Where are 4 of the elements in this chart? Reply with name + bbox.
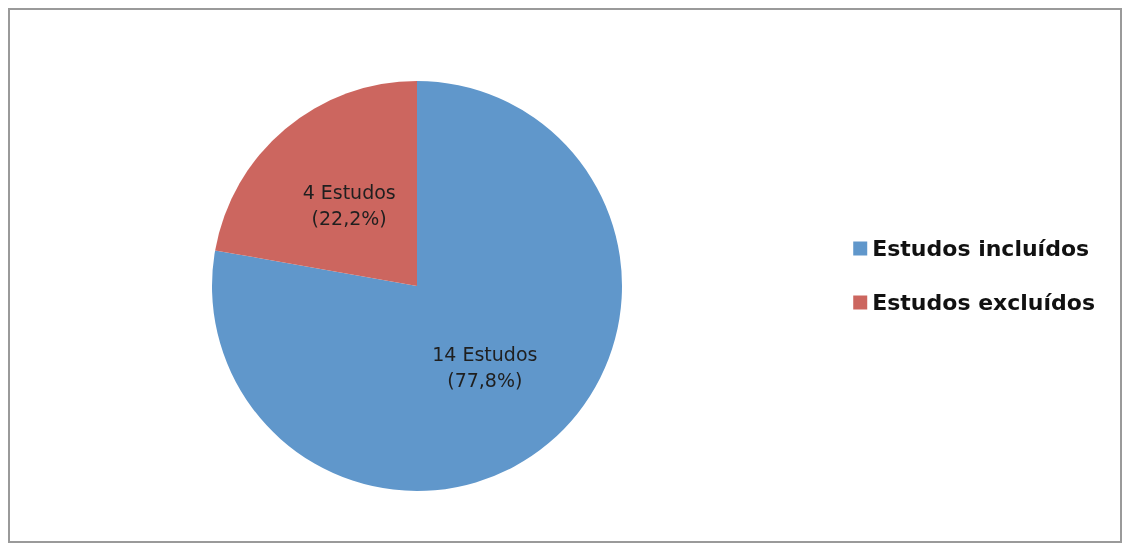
data-label: 14 Estudos (77,8%)	[432, 342, 538, 391]
legend-label: Estudos excluídos	[872, 290, 1096, 315]
legend-label: Estudos incluídos	[872, 236, 1090, 261]
data-label: 4 Estudos (22,2%)	[302, 181, 396, 230]
